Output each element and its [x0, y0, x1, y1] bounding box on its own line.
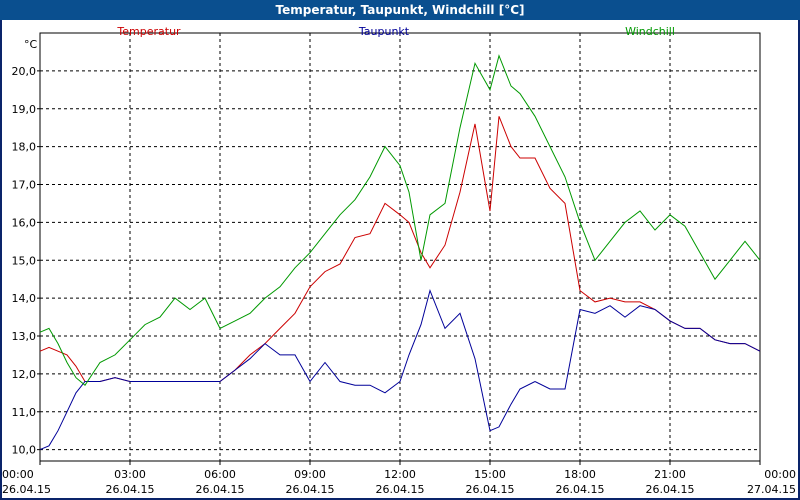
x-tick-time: 21:00	[654, 468, 686, 481]
y-tick-label: 20,0	[12, 65, 37, 78]
x-tick-date: 26.04.15	[196, 483, 245, 496]
legend-taupunkt: Taupunkt	[358, 25, 410, 38]
x-tick-time: 15:00	[474, 468, 506, 481]
y-tick-label: 12,0	[12, 368, 37, 381]
x-tick-date: 26.04.15	[376, 483, 425, 496]
axes	[37, 32, 761, 465]
x-tick-time: 09:00	[294, 468, 326, 481]
x-tick-time: 00:00	[2, 468, 34, 481]
x-tick-time: 00:00	[764, 468, 796, 481]
x-tick-date: 26.04.15	[286, 483, 335, 496]
x-tick-time: 12:00	[384, 468, 416, 481]
x-tick-date: 26.04.15	[556, 483, 605, 496]
series-line-windchill	[39, 54, 761, 386]
y-tick-label: 15,0	[12, 254, 37, 267]
y-tick-labels: 10,0 11,0 12,0 13,0 14,0 15,0 16,0 17,0 18,0 19,0…	[12, 65, 37, 457]
legend: Temperatur Taupunkt Windchill	[116, 25, 675, 38]
x-tick-date: 26.04.15	[106, 483, 155, 496]
y-tick-label: 14,0	[12, 292, 37, 305]
y-tick-label: 13,0	[12, 330, 37, 343]
series-line-taupunkt	[39, 289, 761, 451]
x-tick-date: 26.04.15	[466, 483, 515, 496]
y-tick-label: 17,0	[12, 179, 37, 192]
x-tick-time: 03:00	[114, 468, 146, 481]
x-tick-date: 27.04.15	[747, 483, 796, 496]
legend-windchill: Windchill	[625, 25, 675, 38]
window-title: Temperatur, Taupunkt, Windchill [°C]	[0, 0, 800, 20]
x-tick-time: 18:00	[564, 468, 596, 481]
y-axis-label: °C	[24, 38, 38, 51]
y-tick-label: 16,0	[12, 216, 37, 229]
y-tick-label: 10,0	[12, 444, 37, 457]
y-tick-label: 11,0	[12, 406, 37, 419]
y-tick-label: 19,0	[12, 103, 37, 116]
legend-temperatur: Temperatur	[116, 25, 181, 38]
grid	[40, 33, 760, 461]
x-tick-date: 26.04.15	[646, 483, 695, 496]
x-tick-date: 26.04.15	[2, 483, 51, 496]
y-tick-label: 18,0	[12, 141, 37, 154]
series-lines	[39, 54, 761, 451]
x-tick-labels: 00:00 26.04.15 03:00 26.04.15 06:00 26.04.15 0…	[2, 468, 796, 496]
plot-frame	[39, 32, 761, 462]
chart-area: 10,0 11,0 12,0 13,0 14,0 15,0 16,0 17,0 18,0 19,0…	[2, 20, 798, 498]
line-chart: 10,0 11,0 12,0 13,0 14,0 15,0 16,0 17,0 18,0 19,0…	[2, 25, 796, 496]
x-tick-time: 06:00	[204, 468, 236, 481]
